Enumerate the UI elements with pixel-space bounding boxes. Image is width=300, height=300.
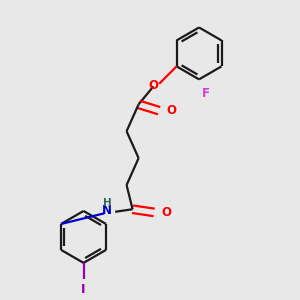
Text: I: I bbox=[81, 284, 86, 296]
Text: H: H bbox=[103, 198, 112, 208]
Text: N: N bbox=[102, 204, 112, 217]
Text: O: O bbox=[148, 79, 158, 92]
Text: O: O bbox=[161, 206, 171, 219]
Text: F: F bbox=[202, 87, 210, 100]
Text: O: O bbox=[166, 104, 176, 117]
